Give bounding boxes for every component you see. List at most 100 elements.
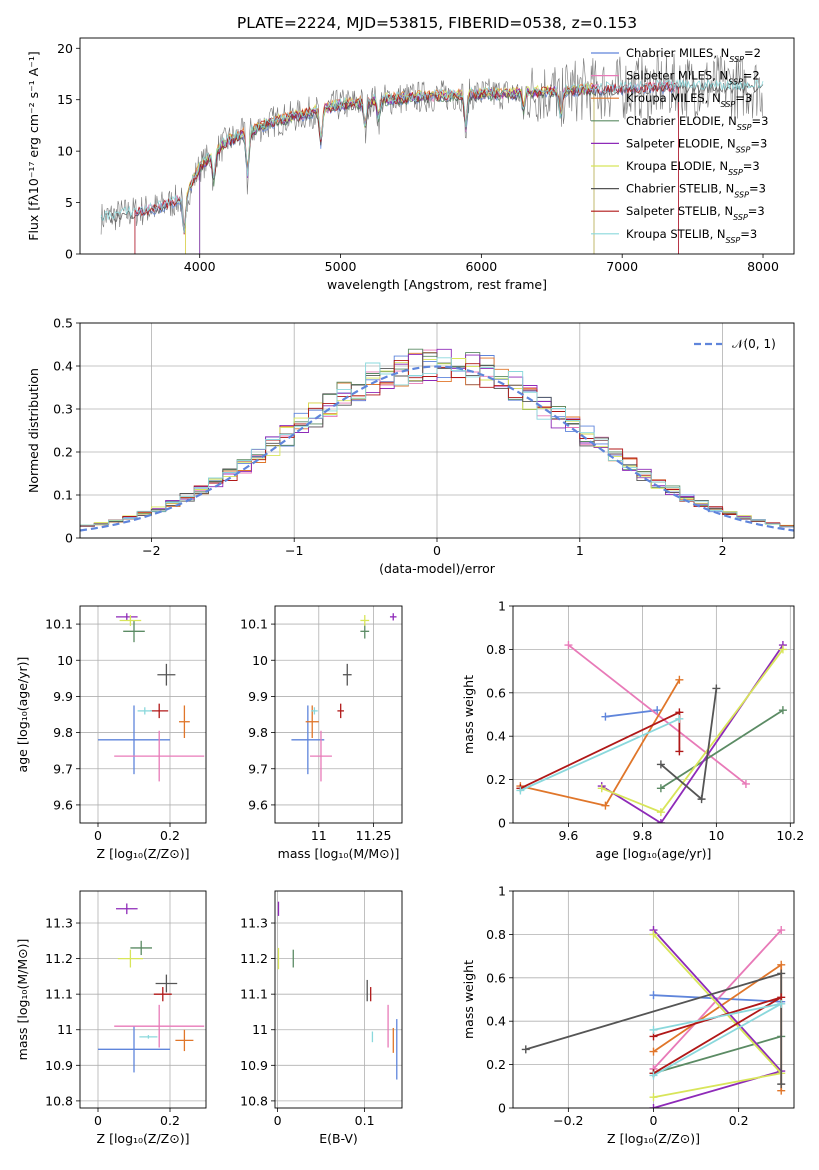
y-tick-label: 15 bbox=[57, 92, 73, 107]
x-tick-label: 7000 bbox=[606, 259, 638, 274]
weight-line-1 bbox=[605, 709, 658, 718]
axes-frame bbox=[512, 605, 795, 824]
weight-line-6 bbox=[601, 648, 784, 814]
legend-subscript: SSP bbox=[734, 190, 749, 199]
weight-marker bbox=[649, 1047, 658, 1056]
y-tick-label: 9.7 bbox=[53, 761, 73, 776]
x-tick-label: 10.2 bbox=[776, 828, 804, 843]
y-tick-label: 0.4 bbox=[486, 1014, 506, 1029]
y-axis-label: Flux [fλ10⁻¹⁷ erg cm⁻² s⁻¹ A⁻¹] bbox=[26, 51, 41, 240]
legend-label-6: Kroupa ELODIE, NSSP=3 bbox=[626, 159, 760, 177]
plot-area bbox=[291, 613, 397, 782]
weight-marker bbox=[649, 1093, 658, 1102]
y-tick-label: 10.8 bbox=[240, 1093, 268, 1108]
y-tick-label: 9.9 bbox=[53, 689, 73, 704]
x-axis-label: (data-model)/error bbox=[379, 561, 496, 576]
y-tick-label: 10.9 bbox=[240, 1058, 268, 1073]
y-tick-label: 9.6 bbox=[53, 797, 73, 812]
y-axis-label: age [log₁₀(age/yr)] bbox=[15, 657, 30, 773]
y-tick-label: 0.8 bbox=[486, 642, 506, 657]
plot-area bbox=[98, 903, 205, 1073]
weight-line-2 bbox=[567, 644, 747, 785]
x-tick-label: 0 bbox=[274, 1113, 282, 1128]
axes-frame bbox=[274, 605, 403, 824]
y-tick-label: 0.2 bbox=[486, 1057, 506, 1072]
weight-vs-metallicity-panel: −0.2 0 0.2 0 0.2 0.4 0.6 0.8 1 Z [log₁₀(Z/Z⊙)] mas… bbox=[461, 884, 795, 1146]
x-axis-label: E(B-V) bbox=[319, 1131, 358, 1146]
y-tick-label: 0 bbox=[498, 1101, 506, 1116]
y-tick-label: 10.8 bbox=[45, 1093, 73, 1108]
weight-marker bbox=[712, 684, 721, 693]
weight-marker bbox=[777, 926, 786, 935]
y-tick-label: 11.1 bbox=[45, 987, 73, 1002]
y-tick-label: 0.3 bbox=[53, 402, 73, 417]
x-tick-label: 0 bbox=[650, 1113, 658, 1128]
weight-marker bbox=[697, 795, 706, 804]
y-tick-label: 0 bbox=[498, 816, 506, 831]
weight-line-5 bbox=[652, 929, 783, 1108]
x-tick-label: 8000 bbox=[747, 259, 779, 274]
y-tick-label: 1 bbox=[498, 884, 506, 899]
x-tick-label: 0.2 bbox=[160, 828, 180, 843]
y-tick-label: 0 bbox=[65, 247, 73, 262]
mass-vs-metallicity-panel: 0 0.2 10.8 10.9 11 11.1 11.2 11.3 Z [log₁₀(Z/Z⊙)… bbox=[15, 890, 207, 1146]
x-axis-label: Z [log₁₀(Z/Z⊙)] bbox=[97, 846, 190, 861]
axes-frame bbox=[79, 890, 207, 1109]
y-tick-label: 10 bbox=[252, 653, 268, 668]
plot-area bbox=[100, 53, 764, 254]
x-axis-label: wavelength [Angstrom, rest frame] bbox=[327, 277, 547, 292]
axes-frame bbox=[512, 890, 795, 1109]
y-tick-label: 9.8 bbox=[53, 725, 73, 740]
y-tick-label: 5 bbox=[65, 195, 73, 210]
y-tick-label: 0.6 bbox=[486, 970, 506, 985]
legend-label-3: Kroupa MILES, NSSP=3 bbox=[626, 91, 752, 109]
y-tick-label: 10.1 bbox=[240, 617, 268, 632]
axes-frame bbox=[79, 322, 795, 539]
legend-label-9: Kroupa STELIB, NSSP=3 bbox=[626, 227, 757, 245]
weight-marker bbox=[516, 786, 525, 795]
x-axis-label: mass [log₁₀(M/M⊙)] bbox=[278, 846, 400, 861]
weight-marker bbox=[653, 706, 662, 715]
y-axis-label: mass weight bbox=[461, 675, 476, 754]
legend-subscript: SSP bbox=[728, 77, 743, 86]
weight-marker bbox=[777, 969, 786, 978]
weight-marker bbox=[675, 675, 684, 684]
y-tick-label: 10.1 bbox=[45, 617, 73, 632]
x-tick-label: 11.25 bbox=[356, 828, 392, 843]
x-tick-label: 0 bbox=[94, 1113, 102, 1128]
y-tick-label: 10.9 bbox=[45, 1058, 73, 1073]
legend-subscript: SSP bbox=[721, 100, 736, 109]
weight-marker bbox=[521, 1045, 530, 1054]
axes-frame bbox=[274, 890, 403, 1109]
weight-marker bbox=[656, 784, 665, 793]
y-tick-label: 9.6 bbox=[248, 797, 268, 812]
y-axis-label: mass [log₁₀(M/M⊙)] bbox=[15, 939, 30, 1061]
y-tick-label: 0.1 bbox=[53, 488, 73, 503]
weight-marker bbox=[564, 641, 573, 650]
y-axis-label: Normed distribution bbox=[26, 368, 41, 493]
spectrum-legend: Chabrier MILES, NSSP=2 Salpeter MILES, NS… bbox=[591, 46, 768, 244]
y-tick-label: 11.3 bbox=[45, 916, 73, 931]
y-tick-label: 0 bbox=[65, 531, 73, 546]
x-tick-label: 0 bbox=[94, 828, 102, 843]
x-tick-label: 2 bbox=[719, 543, 727, 558]
x-axis-label: Z [log₁₀(Z/Z⊙)] bbox=[97, 1131, 190, 1146]
y-tick-label: 11.2 bbox=[45, 951, 73, 966]
weight-marker bbox=[778, 645, 787, 654]
x-tick-label: −0.2 bbox=[553, 1113, 583, 1128]
x-axis-label: age [log₁₀(age/yr)] bbox=[596, 846, 712, 861]
mass-vs-extinction-panel: 0 0.1 10.8 10.9 11 11.1 11.2 11.3 E(B-V) bbox=[240, 890, 403, 1146]
y-tick-label: 9.7 bbox=[248, 761, 268, 776]
weight-marker bbox=[601, 712, 610, 721]
legend-label-7: Chabrier STELIB, NSSP=3 bbox=[626, 182, 766, 200]
x-axis-label: Z [log₁₀(Z/Z⊙)] bbox=[607, 1131, 700, 1146]
legend-label-5: Salpeter ELODIE, NSSP=3 bbox=[626, 136, 767, 154]
age-vs-mass-panel: 11 11.25 9.6 9.7 9.8 9.9 10 10.1 mass [log₁₀(M/M… bbox=[240, 605, 403, 861]
y-tick-label: 10 bbox=[57, 653, 73, 668]
weight-vs-age-panel: 9.6 9.8 10 10.2 0 0.2 0.4 0.6 0.8 1 age [log₁₀(age… bbox=[461, 599, 804, 862]
y-tick-label: 11.1 bbox=[240, 987, 268, 1002]
normal-curve bbox=[80, 365, 794, 532]
x-tick-label: 0.2 bbox=[729, 1113, 749, 1128]
weight-line-8 bbox=[520, 710, 681, 790]
residuals-panel: −2 −1 0 1 2 0 0.1 0.2 0.3 0.4 0.5 (data-model)/erro… bbox=[26, 316, 795, 576]
